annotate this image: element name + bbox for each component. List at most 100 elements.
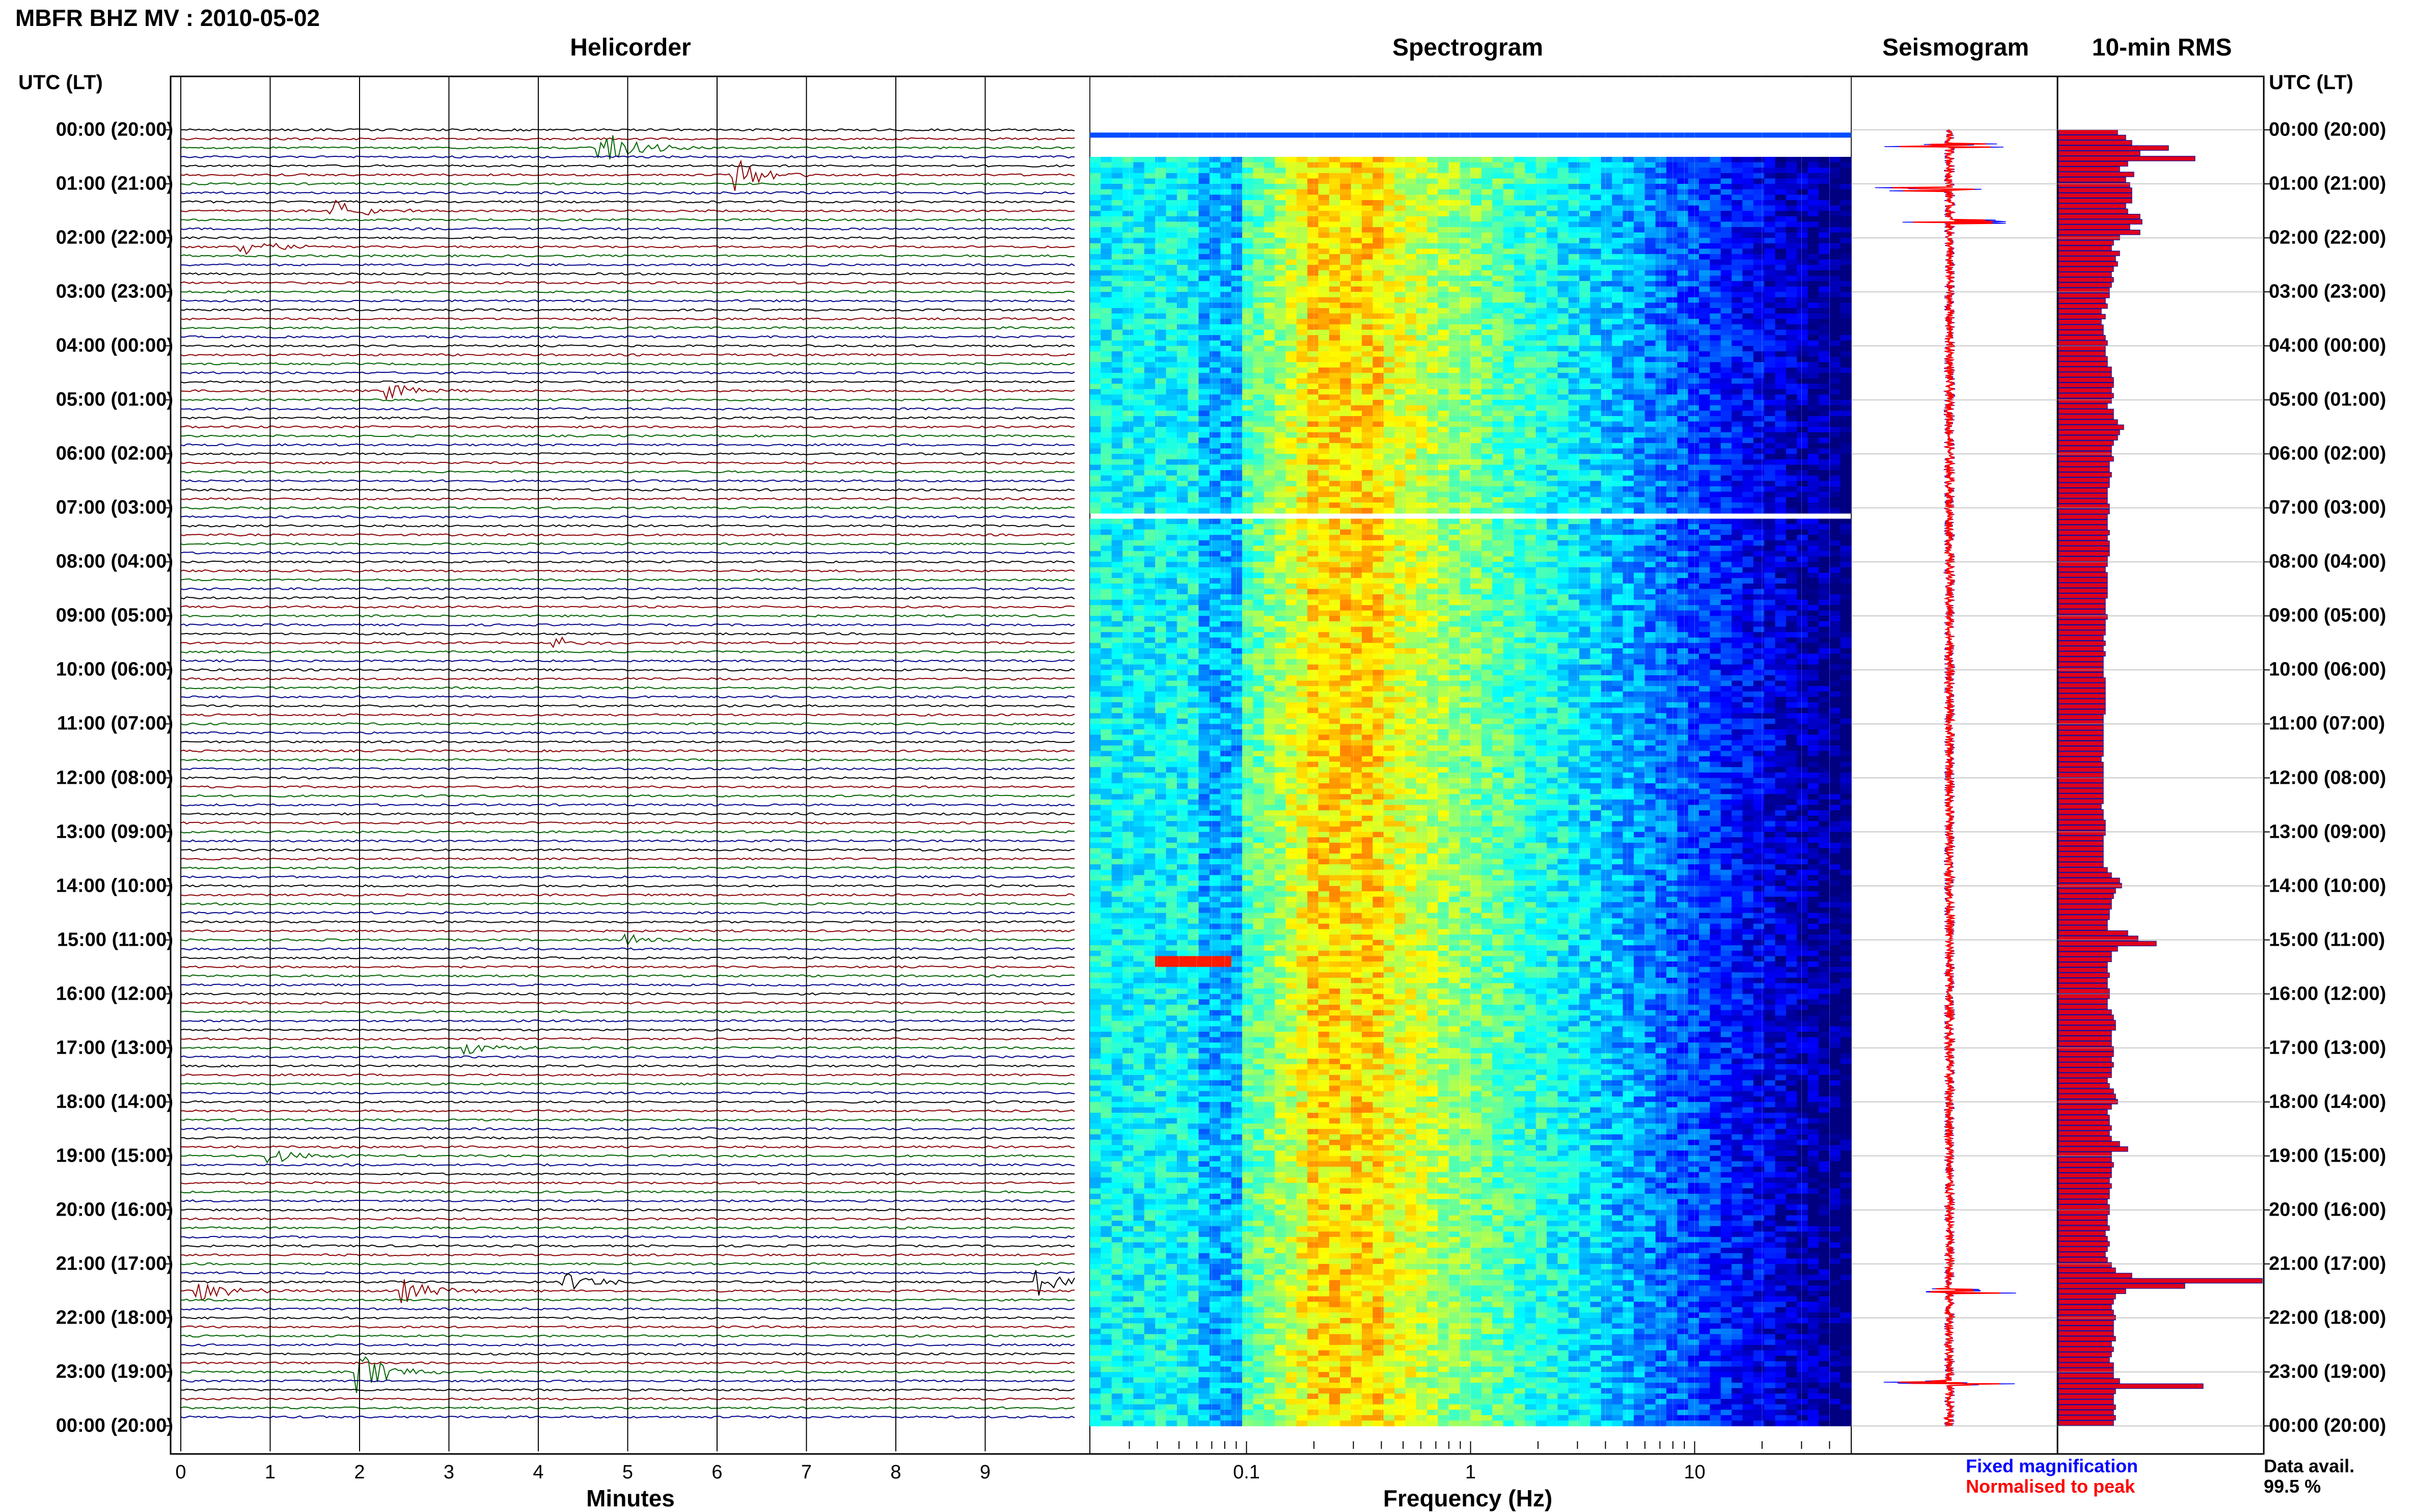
rms-bar — [2059, 651, 2105, 656]
rms-bar — [2059, 336, 2105, 340]
rms-bar — [2059, 1300, 2114, 1304]
helicorder-tick-label: 7 — [801, 1462, 812, 1483]
rms-bar — [2059, 826, 2105, 830]
rms-bar — [2059, 1141, 2120, 1146]
rms-bar — [2059, 1410, 2114, 1415]
rms-bar — [2059, 609, 2105, 614]
rms-bar — [2059, 167, 2120, 171]
rms-bar — [2059, 562, 2107, 566]
rms-bar — [2059, 362, 2107, 366]
rms-bar — [2059, 1010, 2111, 1014]
rms-bar — [2059, 694, 2105, 698]
helicorder-tick-label: 3 — [444, 1462, 454, 1483]
rms-bar — [2059, 251, 2120, 256]
rms-bar — [2059, 783, 2103, 788]
rms-bar — [2059, 1373, 2114, 1378]
rms-bar — [2059, 620, 2105, 624]
helicorder-tick-label: 2 — [354, 1462, 365, 1483]
rms-bar — [2059, 820, 2105, 824]
rms-bar — [2059, 1415, 2116, 1420]
rms-bar — [2059, 862, 2103, 867]
rms-bar — [2059, 493, 2107, 498]
rms-bar — [2059, 499, 2107, 503]
rms-bar — [2059, 188, 2132, 193]
rms-bar — [2059, 873, 2111, 877]
rms-bar — [2059, 478, 2109, 482]
rms-bar — [2059, 1247, 2107, 1251]
rms-bar — [2059, 1094, 2116, 1098]
rms-bar — [2059, 393, 2114, 398]
rms-bar — [2059, 1326, 2114, 1330]
rms-bar — [2059, 509, 2109, 514]
rms-bar — [2059, 1052, 2114, 1057]
rms-bar — [2059, 994, 2109, 999]
rms-bar — [2059, 298, 2105, 303]
rms-bar — [2059, 689, 2105, 693]
rms-bar — [2059, 462, 2109, 466]
rms-bar — [2059, 1294, 2116, 1299]
rms-bar — [2059, 1131, 2109, 1136]
rms-bar — [2059, 325, 2103, 329]
helicorder-tick-label: 8 — [890, 1462, 901, 1483]
rms-bar — [2059, 1262, 2111, 1267]
rms-bar — [2059, 467, 2109, 472]
rms-bar — [2059, 778, 2103, 783]
rms-bar — [2059, 1342, 2111, 1346]
rms-bar — [2059, 615, 2107, 619]
helicorder-x-label: Minutes — [586, 1484, 675, 1512]
rms-bar — [2059, 794, 2103, 799]
rms-bar — [2059, 831, 2105, 835]
rms-bar — [2059, 815, 2103, 819]
rms-bar — [2059, 1015, 2114, 1020]
rms-bar — [2059, 567, 2105, 572]
rms-bar — [2059, 530, 2109, 535]
rms-bar — [2059, 1047, 2114, 1051]
rms-bar — [2059, 599, 2105, 603]
rms-bar — [2059, 199, 2132, 203]
rms-bar — [2059, 1120, 2109, 1125]
rms-bar — [2059, 968, 2107, 972]
rms-bar — [2059, 867, 2107, 872]
rms-bar — [2059, 541, 2109, 545]
rms-bar — [2059, 646, 2103, 651]
rms-bar — [2059, 146, 2169, 150]
rms-bar — [2059, 225, 2130, 229]
rms-bar — [2059, 941, 2156, 946]
rms-bar — [2059, 230, 2140, 235]
rms-bar — [2059, 957, 2111, 961]
rms-bar — [2059, 1163, 2114, 1167]
rms-bar — [2059, 1252, 2105, 1257]
rms-bar — [2059, 1173, 2111, 1177]
data-availability-value: 99.5 % — [2264, 1476, 2321, 1497]
helicorder-tick-label: 6 — [711, 1462, 722, 1483]
spectrogram-tick-label: 0.1 — [1233, 1462, 1260, 1483]
rms-bar — [2059, 978, 2107, 983]
rms-bar — [2059, 430, 2120, 435]
rms-bar — [2059, 1242, 2109, 1246]
rms-bar — [2059, 846, 2103, 851]
rms-bar — [2059, 309, 2101, 314]
rms-bar — [2059, 557, 2107, 561]
rms-bar — [2059, 836, 2103, 840]
helicorder-tick-label: 0 — [175, 1462, 186, 1483]
rms-bar — [2059, 593, 2107, 598]
rms-bar — [2059, 1278, 2262, 1283]
rms-bar — [2059, 1125, 2111, 1130]
rms-bar — [2059, 141, 2132, 145]
rms-bar — [2059, 757, 2101, 761]
rms-bar — [2059, 272, 2111, 277]
rms-bar — [2059, 773, 2103, 777]
rms-bar — [2059, 209, 2128, 213]
rms-bar — [2059, 1231, 2105, 1235]
rms-bar — [2059, 1105, 2111, 1109]
rms-bar — [2059, 767, 2103, 772]
rms-bar — [2059, 1289, 2126, 1294]
rms-bar — [2059, 1268, 2116, 1273]
rms-bar — [2059, 1363, 2114, 1367]
rms-bar — [2059, 1089, 2114, 1093]
rms-bar — [2059, 1226, 2109, 1230]
rms-bar — [2059, 741, 2103, 746]
rms-bar — [2059, 246, 2111, 251]
rms-bar — [2059, 293, 2109, 298]
rms-bar — [2059, 1136, 2111, 1141]
